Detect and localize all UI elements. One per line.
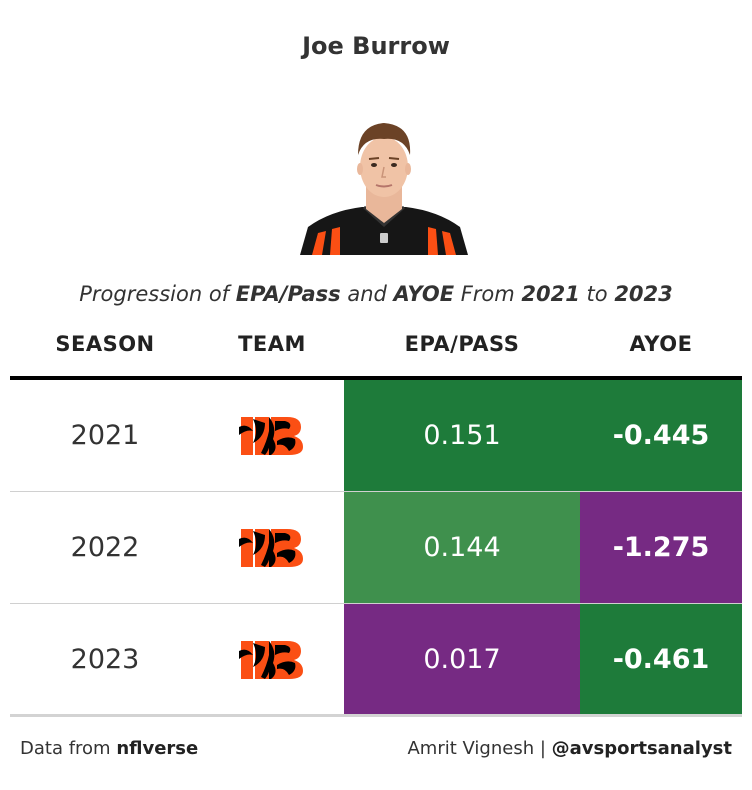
column-header-ayoe: AYOE xyxy=(629,332,693,356)
column-header-team: TEAM xyxy=(238,332,306,356)
epa-pass-cell: 0.151 xyxy=(344,380,580,491)
page-title: Joe Burrow xyxy=(302,32,450,60)
column-header-epa-pass: EPA/PASS xyxy=(404,332,520,356)
bengals-logo-icon xyxy=(200,492,344,603)
footer-credit: Amrit Vignesh | @avsportsanalyst xyxy=(407,738,732,759)
bengals-logo-icon xyxy=(200,380,344,491)
epa-pass-cell: 0.017 xyxy=(344,604,580,715)
column-header-season: SEASON xyxy=(55,332,155,356)
row-divider xyxy=(10,491,742,492)
chart-subtitle: Progression of EPA/Pass and AYOE From 20… xyxy=(79,282,673,306)
table-row: 2022 0.144 -1.275 xyxy=(10,492,742,604)
epa-pass-cell: 0.144 xyxy=(344,492,580,603)
season-cell: 2023 xyxy=(70,644,140,675)
footer-source: Data from nflverse xyxy=(20,738,199,759)
season-cell: 2021 xyxy=(70,420,140,451)
player-headshot xyxy=(300,123,468,255)
table-row: 2023 0.017 -0.461 xyxy=(10,604,742,716)
table-row: 2021 0.151 -0.445 xyxy=(10,380,742,492)
ayoe-cell: -1.275 xyxy=(580,492,742,603)
ayoe-cell: -0.445 xyxy=(580,380,742,491)
row-divider xyxy=(10,603,742,604)
ayoe-cell: -0.461 xyxy=(580,604,742,715)
season-cell: 2022 xyxy=(70,532,140,563)
bengals-logo-icon xyxy=(200,604,344,715)
table-bottom-divider xyxy=(10,714,742,717)
header-divider xyxy=(10,376,742,380)
